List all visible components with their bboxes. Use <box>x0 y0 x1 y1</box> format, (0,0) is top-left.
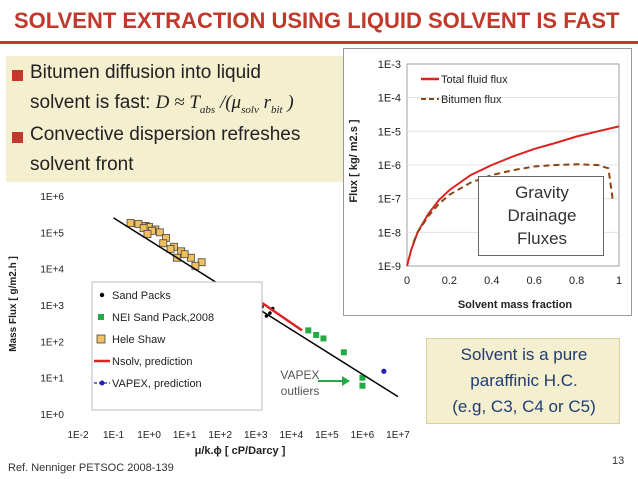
nei-sand-pack-point <box>359 382 366 389</box>
legend-nei-sand-pack: NEI Sand Pack,2008 <box>112 312 214 324</box>
left-chart-ytick: 1E+4 <box>40 265 64 276</box>
bullet-2-line-1: Convective dispersion refreshes <box>30 124 301 145</box>
vapex-prediction-point <box>381 368 387 374</box>
hele-shaw-point <box>143 230 152 238</box>
right-chart-ytick: 1E-6 <box>378 160 401 172</box>
right-chart-xtick: 0.8 <box>569 275 584 287</box>
legend-nsolv-prediction: Nsolv, prediction <box>112 356 193 368</box>
left-chart-ytick: 1E+3 <box>40 301 64 312</box>
hele-shaw-point <box>155 228 164 237</box>
left-chart-xtick: 1E+0 <box>137 430 161 441</box>
left-chart-xtick: 1E+7 <box>386 430 410 441</box>
right-chart-ytick: 1E-4 <box>378 93 401 105</box>
gravity-line-2: Drainage <box>507 206 577 225</box>
vapex-outliers-label-2: outliers <box>281 384 320 398</box>
left-chart-ytick: 1E+2 <box>40 337 64 348</box>
right-chart-ytick: 1E-9 <box>378 261 401 273</box>
legend-bitumen-flux: Bitumen flux <box>441 94 502 106</box>
right-chart-xtick: 0.2 <box>442 275 457 287</box>
legend-hele-shaw-marker <box>96 334 106 344</box>
bullet-square-icon <box>12 70 23 81</box>
left-chart-xlabel: μ/k.ϕ [ cP/Darcy ] <box>195 445 286 457</box>
bitumen-flux-line <box>412 163 614 243</box>
flux-vs-solvent-chart: 1E-3 1E-4 1E-5 1E-6 1E-7 1E-8 1E-90 0.2 0.4 0.6 0.… <box>348 59 622 311</box>
nsolv-prediction-line <box>255 297 303 332</box>
left-chart-xtick: 1E+3 <box>244 430 268 441</box>
formula-t-sub: abs <box>199 104 216 116</box>
left-chart-legend: Sand Packs NEI Sand Pack,2008 Hele Shaw … <box>91 281 263 411</box>
formula-r-sub: bit <box>271 104 283 116</box>
page-number: 13 <box>612 455 625 467</box>
nei-sand-pack-point <box>320 335 327 342</box>
bullet-1-text: solvent is fast: <box>30 92 151 113</box>
formula-r: r <box>263 92 271 113</box>
hele-shaw-point <box>166 244 175 253</box>
left-chart-ylabel: Mass Flux [ g/m2.h ] <box>8 256 19 352</box>
right-chart-xtick: 0.4 <box>484 275 499 287</box>
sand-pack-point <box>268 311 272 315</box>
hele-shaw-point <box>159 239 168 248</box>
nei-sand-pack-point <box>359 374 366 381</box>
slide-title: SOLVENT EXTRACTION USING LIQUID SOLVENT … <box>14 8 620 33</box>
left-chart-xtick: 1E-2 <box>67 430 89 441</box>
legend-hele-shaw: Hele Shaw <box>112 334 165 346</box>
legend-sand-packs: Sand Packs <box>112 290 171 302</box>
nei-sand-pack-point <box>313 331 320 338</box>
diffusion-formula: D ≈ Tabs /(μsolv rbit ) <box>155 92 294 116</box>
hele-shaw-point <box>180 250 189 259</box>
right-chart-legend: Total fluid flux Bitumen flux <box>421 74 508 106</box>
right-chart-ytick: 1E-8 <box>378 227 401 239</box>
legend-sand-packs-marker <box>99 292 105 298</box>
legend-nei-marker <box>98 314 104 320</box>
gravity-drainage-box: Gravity Drainage Fluxes <box>478 176 604 256</box>
solvent-note-box: Solvent is a pure paraffinic H.C. (e.g, … <box>426 338 620 424</box>
solvent-line-3: (e.g, C3, C4 or C5) <box>452 397 596 416</box>
left-chart-ytick: 1E+0 <box>40 410 64 421</box>
gravity-line-1: Gravity <box>515 183 569 202</box>
left-chart-xtick: 1E+2 <box>208 430 232 441</box>
solvent-line-2: paraffinic H.C. <box>470 371 578 390</box>
right-chart-ytick: 1E-3 <box>378 59 401 71</box>
right-chart-ytick: 1E-5 <box>378 126 401 138</box>
left-chart-xtick: 1E-1 <box>103 430 125 441</box>
left-chart-ytick: 1E+5 <box>40 228 64 239</box>
formula-mu-sub: solv <box>241 104 259 116</box>
outlier-arrow-icon <box>342 376 350 386</box>
left-chart-xtick: 1E+1 <box>173 430 197 441</box>
left-chart-xtick: 1E+5 <box>315 430 339 441</box>
hele-shaw-point <box>126 219 135 227</box>
right-chart-xtick: 1 <box>616 275 622 287</box>
gravity-line-3: Fluxes <box>516 229 568 248</box>
left-chart-ytick: 1E+6 <box>40 192 64 203</box>
bullet-2-line-2: solvent front <box>30 154 134 175</box>
formula-d: D <box>155 92 170 113</box>
left-chart-ytick: 1E+1 <box>40 374 64 385</box>
formula-approx: ≈ <box>174 92 185 113</box>
nei-sand-pack-point <box>305 327 312 334</box>
title-bar: SOLVENT EXTRACTION USING LIQUID SOLVENT … <box>0 0 638 44</box>
legend-total-fluid-flux: Total fluid flux <box>441 74 508 86</box>
nei-sand-pack-point <box>340 349 347 356</box>
vapex-outliers-label-1: VAPEX <box>280 368 319 382</box>
formula-t: T <box>189 92 200 113</box>
formula-slash: /(μ <box>219 92 242 113</box>
formula-close: ) <box>287 92 294 113</box>
solvent-line-1: Solvent is a pure <box>460 345 588 364</box>
bullet-box: Bitumen diffusion into liquid solvent is… <box>6 56 346 182</box>
right-chart-xlabel: Solvent mass fraction <box>458 299 573 311</box>
mass-flux-chart: 1E+61E+51E+41E+31E+21E+11E+01E-2 1E-1 1E+0… <box>8 192 410 457</box>
right-chart-ylabel: Flux [ kg/ m2.s ] <box>348 119 360 202</box>
bullet-square-icon <box>12 132 23 143</box>
legend-vapex-prediction: VAPEX, prediction <box>112 378 202 390</box>
right-chart-xtick: 0 <box>404 275 410 287</box>
bullet-1-line-2: solvent is fast: D ≈ Tabs /(μsolv rbit ) <box>30 92 294 116</box>
reference-text: Ref. Nenniger PETSOC 2008-139 <box>8 462 174 474</box>
left-chart-xtick: 1E+6 <box>351 430 375 441</box>
right-chart-ytick: 1E-7 <box>378 194 401 206</box>
left-chart-xtick: 1E+4 <box>280 430 304 441</box>
bullet-1-line-1: Bitumen diffusion into liquid <box>30 62 261 83</box>
right-chart-xtick: 0.6 <box>527 275 542 287</box>
legend-vapex-marker <box>99 380 105 386</box>
